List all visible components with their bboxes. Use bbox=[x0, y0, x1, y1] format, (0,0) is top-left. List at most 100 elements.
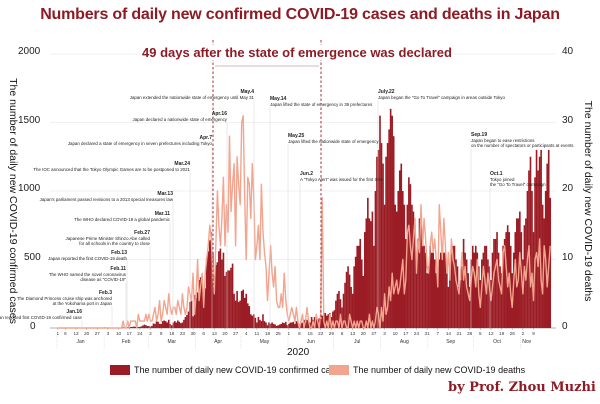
x-tick-label: 15 bbox=[307, 331, 313, 336]
annotation-text: the "Go To Travel" campaign bbox=[490, 182, 546, 188]
annotation-date: Feb.13 bbox=[111, 250, 127, 256]
case-bar bbox=[373, 245, 375, 328]
case-bar bbox=[335, 300, 337, 328]
case-bar bbox=[148, 326, 150, 328]
case-bar bbox=[354, 256, 357, 328]
annotation-note: July.22 Japan began the "Go To Travel" ca… bbox=[378, 89, 505, 100]
case-bar bbox=[347, 266, 349, 328]
case-bar bbox=[131, 326, 134, 328]
case-bar bbox=[344, 282, 346, 328]
case-bar bbox=[265, 322, 267, 328]
case-bar bbox=[272, 323, 275, 328]
case-bar bbox=[187, 311, 190, 328]
month-label: Jul bbox=[353, 339, 361, 345]
case-bar bbox=[155, 321, 158, 328]
annotation-note: Mar.24 The IOC announced that the Tokyo O… bbox=[33, 161, 190, 172]
case-bar bbox=[353, 266, 355, 328]
case-bar bbox=[225, 271, 228, 328]
case-bar bbox=[201, 275, 203, 328]
case-bar bbox=[427, 266, 430, 328]
annotation-note: Feb.11 The WHO named the novel coronaviru… bbox=[49, 266, 126, 283]
case-bar bbox=[452, 245, 454, 328]
case-bar bbox=[166, 322, 169, 328]
case-bar bbox=[461, 266, 463, 328]
case-bar bbox=[219, 248, 222, 328]
case-bar bbox=[145, 325, 147, 328]
annotation-note: Apr.16 Japan declared a nationwide state … bbox=[132, 111, 227, 123]
case-bar bbox=[362, 275, 365, 328]
annotation-date: Mar.11 bbox=[154, 211, 170, 217]
case-bar bbox=[531, 191, 533, 328]
case-bar bbox=[245, 293, 248, 328]
case-bar bbox=[332, 311, 334, 328]
annotation-note: Sep.19 Japan began to ease restrictions on… bbox=[471, 132, 574, 149]
case-bar bbox=[271, 322, 273, 328]
annotation-text: Japan declared a state of emergency in s… bbox=[67, 141, 212, 147]
annotation-note: May.4 Japan extended the nationwide state… bbox=[129, 89, 254, 101]
x-tick-label: 7 bbox=[436, 331, 440, 336]
y-tick-label: 2000 bbox=[18, 46, 41, 57]
x-tick-label: 30 bbox=[190, 331, 196, 336]
annotation-note: Oct.1 Tokyo joined the "Go To Travel" camp… bbox=[490, 171, 546, 188]
annotation-note: Feb.13 Japan reported the first COVID-19 … bbox=[48, 250, 127, 261]
month-label: Apr bbox=[214, 339, 222, 345]
case-bar bbox=[547, 149, 550, 328]
x-tick-label: 27 bbox=[371, 331, 377, 336]
case-bar bbox=[183, 319, 185, 328]
case-bar bbox=[436, 286, 439, 328]
x-tick-label: 6 bbox=[340, 331, 344, 336]
month-label: Nov bbox=[522, 339, 532, 345]
case-bar bbox=[345, 271, 348, 328]
annotation-note: Feb.3 The Diamond Princess cruise ship wa… bbox=[17, 290, 112, 307]
case-bar bbox=[172, 322, 175, 328]
case-bar bbox=[462, 238, 465, 328]
case-bar bbox=[300, 323, 302, 328]
case-bar bbox=[429, 245, 431, 328]
annotation-text: Japan declared a nationwide state of eme… bbox=[132, 117, 227, 123]
case-bar bbox=[215, 264, 217, 328]
case-bar bbox=[439, 252, 442, 328]
case-bar bbox=[181, 322, 184, 328]
case-bar bbox=[160, 323, 162, 328]
annotation-text: A "Tokyo Alert" was issued for the first… bbox=[300, 177, 383, 183]
case-bar bbox=[496, 232, 498, 328]
x-tick-label: 17 bbox=[126, 331, 132, 336]
case-bar bbox=[505, 232, 507, 328]
case-bar bbox=[269, 323, 272, 328]
annotation-note: Apr.7 Japan declared a state of emergency… bbox=[67, 135, 212, 147]
month-label: Mar bbox=[167, 339, 177, 345]
case-bar bbox=[161, 321, 164, 328]
case-bar bbox=[370, 221, 372, 328]
case-bar bbox=[286, 325, 289, 328]
case-bar bbox=[205, 258, 208, 328]
case-bar bbox=[421, 238, 424, 328]
x-tick-label: 20 bbox=[84, 331, 90, 336]
case-bar bbox=[423, 245, 425, 328]
case-bar bbox=[397, 191, 400, 328]
case-bar bbox=[430, 252, 433, 328]
case-bar bbox=[287, 323, 290, 328]
y-tick-label: 0 bbox=[30, 321, 36, 332]
case-bar bbox=[418, 218, 421, 328]
annotation-date: Mar.24 bbox=[174, 161, 190, 167]
y-tick-label: 1500 bbox=[18, 115, 41, 126]
case-bar bbox=[417, 238, 419, 328]
x-tick-label: 6 bbox=[64, 331, 67, 336]
y-axis-title: The number of daily new COVID-19 confirm… bbox=[7, 78, 19, 324]
x-tick-label: 13 bbox=[73, 331, 79, 336]
y2-tick-label: 0 bbox=[562, 321, 568, 332]
case-bar bbox=[392, 136, 395, 328]
annotation-text: Japan extended the nationwide state of e… bbox=[129, 95, 254, 101]
case-bar bbox=[535, 149, 538, 328]
annotation-text: at the Yokohama port in Japan bbox=[52, 301, 112, 307]
x-tick-label: 6 bbox=[202, 331, 205, 336]
annotation-date: Feb.11 bbox=[110, 266, 126, 272]
annotation-date: Feb.3 bbox=[98, 290, 112, 296]
month-label: Aug bbox=[399, 339, 409, 345]
case-bar bbox=[414, 225, 416, 328]
case-bar bbox=[260, 321, 263, 328]
annotation-date: Jun.2 bbox=[300, 171, 314, 177]
case-bar bbox=[306, 319, 308, 328]
case-bar bbox=[242, 289, 245, 328]
month-label: Feb bbox=[121, 339, 131, 345]
